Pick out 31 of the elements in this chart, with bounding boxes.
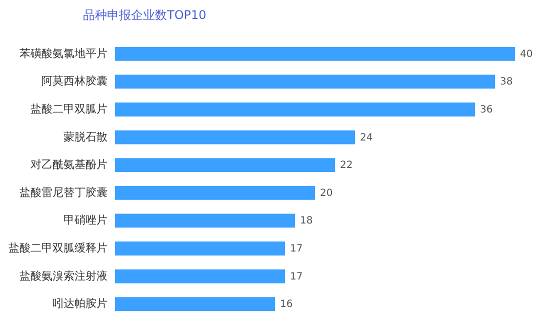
bar [115, 158, 335, 172]
data-label: 38 [500, 76, 513, 88]
y-tick-label: 盐酸二甲双胍缓释片 [8, 242, 108, 254]
bar [115, 214, 295, 228]
data-label: 22 [340, 160, 353, 172]
y-tick-label: 吲达帕胺片 [52, 297, 108, 310]
bar [115, 186, 315, 200]
data-label: 36 [480, 104, 493, 116]
bar [115, 46, 515, 61]
y-tick-label: 对乙酰氨基酚片 [30, 158, 108, 172]
bar [115, 297, 275, 312]
data-label: 17 [290, 271, 303, 282]
y-tick-label: 阿莫西林胶囊 [42, 74, 108, 88]
data-label: 17 [290, 244, 303, 254]
y-tick-label: 盐酸二甲双胍片 [30, 102, 108, 116]
data-label: 20 [320, 188, 333, 199]
y-tick-label: 盐酸氨溴索注射液 [20, 269, 108, 282]
data-label: 24 [360, 132, 373, 144]
y-tick-label: 盐酸雷尼替丁胶囊 [20, 186, 108, 199]
data-label: 16 [280, 299, 293, 310]
data-label: 18 [300, 216, 313, 227]
bar [115, 130, 355, 144]
y-tick-label: 苯磺酸氨氯地平片 [20, 46, 108, 60]
bar [115, 242, 285, 256]
y-tick-label: 蒙脱石散 [64, 130, 108, 144]
bar [115, 102, 475, 116]
bar [115, 74, 495, 89]
chart-title: 品种申报企业数TOP10 [83, 8, 206, 22]
bar [115, 269, 285, 284]
data-label: 40 [520, 48, 533, 60]
y-tick-label: 甲硝唑片 [64, 214, 108, 227]
